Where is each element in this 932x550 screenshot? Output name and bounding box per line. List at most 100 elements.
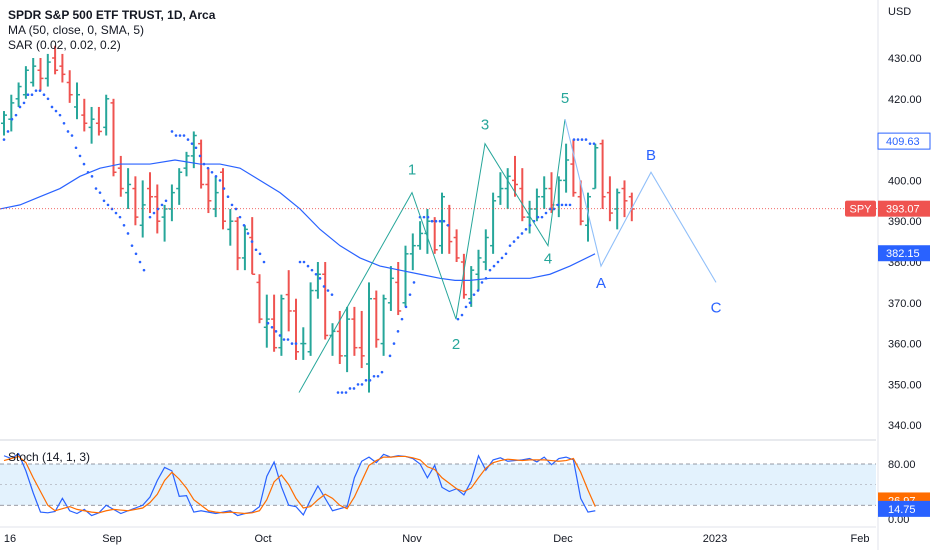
price-tag bbox=[877, 132, 931, 150]
sar-dot bbox=[376, 374, 380, 378]
sar-dot bbox=[194, 146, 198, 150]
sar-dot bbox=[426, 215, 430, 219]
sar-dot bbox=[62, 121, 66, 125]
stoch-value-tag bbox=[878, 500, 930, 517]
sar-dot bbox=[18, 105, 22, 109]
stoch-lines bbox=[3, 452, 596, 517]
sar-dot bbox=[434, 219, 438, 223]
impulse-wave-line[interactable] bbox=[298, 119, 566, 393]
sar-dot bbox=[564, 203, 568, 207]
corrective-wave-line[interactable] bbox=[564, 119, 717, 283]
sar-dot bbox=[302, 260, 306, 264]
sar-dot bbox=[392, 342, 396, 345]
sar-dot bbox=[446, 223, 450, 227]
sar-dot bbox=[38, 89, 42, 92]
sar-dot bbox=[282, 338, 286, 341]
sar-dot bbox=[512, 240, 516, 243]
sar-dot bbox=[438, 219, 442, 223]
sar-dot bbox=[202, 162, 206, 166]
sar-dot bbox=[130, 244, 134, 247]
stoch-line-k bbox=[3, 452, 596, 517]
time-tick-label: Dec bbox=[553, 533, 573, 545]
stoch-legend[interactable]: Stoch (14, 1, 3) bbox=[8, 450, 91, 464]
sar-dot bbox=[314, 272, 318, 276]
price-tick-label: 390.00 bbox=[888, 216, 922, 228]
sar-dot bbox=[238, 215, 242, 219]
sar-dot bbox=[22, 101, 26, 105]
sar-dot bbox=[2, 138, 6, 141]
sar-dot bbox=[422, 215, 426, 219]
sar-dot bbox=[496, 260, 500, 264]
price-tick-label: 400.00 bbox=[888, 175, 922, 187]
wave-label-C: C bbox=[711, 299, 722, 316]
sar-dot bbox=[6, 130, 10, 133]
sar-dot bbox=[404, 305, 408, 309]
sar-dot bbox=[298, 260, 302, 264]
sar-dot bbox=[278, 334, 282, 337]
sar-dot bbox=[540, 215, 544, 219]
sar-dot bbox=[126, 232, 130, 235]
sar-dot bbox=[330, 293, 334, 296]
sar-dot bbox=[516, 236, 520, 239]
sar-dot bbox=[102, 199, 106, 203]
sar-dot bbox=[156, 207, 160, 211]
sar-dot bbox=[230, 203, 234, 207]
ma-line bbox=[0, 159, 596, 281]
sar-dot bbox=[400, 317, 404, 321]
price-tick-label: 420.00 bbox=[888, 94, 922, 106]
sar-dot bbox=[344, 391, 348, 394]
time-tick-label: Feb bbox=[851, 533, 870, 545]
sar-dot bbox=[508, 244, 512, 247]
sar-dot bbox=[94, 187, 98, 190]
sar-dot bbox=[388, 354, 392, 358]
sar-dot bbox=[504, 252, 508, 256]
sar-dot bbox=[584, 138, 588, 141]
sar-dot bbox=[82, 162, 86, 166]
sar-dot bbox=[218, 179, 222, 182]
sar-dot bbox=[66, 130, 70, 133]
stoch-tick-label: 0.00 bbox=[888, 514, 909, 526]
sar-dot bbox=[360, 383, 364, 386]
sar-dot bbox=[98, 191, 102, 194]
sar-dot bbox=[568, 203, 572, 207]
chart-title[interactable]: SPDR S&P 500 ETF TRUST, 1D, Arca bbox=[8, 8, 216, 22]
sar-dot bbox=[560, 203, 564, 207]
time-tick-label: Oct bbox=[254, 533, 271, 545]
sar-dot bbox=[430, 219, 434, 223]
sar-dot bbox=[592, 142, 596, 145]
sar-dot bbox=[408, 293, 412, 296]
sar-dot bbox=[348, 387, 352, 390]
sar-dot bbox=[476, 289, 480, 292]
price-tick-label: 350.00 bbox=[888, 379, 922, 391]
sar-dot bbox=[340, 391, 344, 394]
symbol-tag-text: SPY bbox=[849, 204, 872, 216]
sar-legend[interactable]: SAR (0.02, 0.02, 0.2) bbox=[8, 38, 121, 52]
sar-dot bbox=[488, 268, 492, 272]
price-tick-label: 340.00 bbox=[888, 420, 922, 432]
sar-dot bbox=[464, 305, 468, 309]
sar-dot bbox=[186, 138, 190, 141]
wave-label-5: 5 bbox=[561, 90, 569, 107]
sar-dot bbox=[210, 170, 214, 174]
sar-dot bbox=[576, 138, 580, 141]
sar-dot bbox=[86, 170, 90, 174]
sar-dot bbox=[250, 240, 254, 243]
parabolic-sar bbox=[2, 89, 596, 394]
moving-average bbox=[0, 159, 596, 281]
sar-dot bbox=[206, 166, 210, 170]
ma-legend[interactable]: MA (50, close, 0, SMA, 5) bbox=[8, 23, 145, 37]
sar-dot bbox=[138, 260, 142, 264]
sar-dot bbox=[254, 248, 258, 252]
sar-dot bbox=[134, 252, 138, 256]
price-tick-label: 430.00 bbox=[888, 53, 922, 65]
sar-dot bbox=[114, 211, 118, 215]
sar-dot bbox=[352, 387, 356, 390]
sar-dot bbox=[580, 138, 584, 141]
wave-label-2: 2 bbox=[452, 336, 460, 353]
sar-dot bbox=[26, 93, 30, 97]
elliott-wave-drawing[interactable]: 1 2 3 4 5 A B C bbox=[298, 90, 722, 393]
sar-dot bbox=[118, 215, 122, 219]
axes: USD 340.00 350.00 360.00 370.00 3 80.00 390.00 4… bbox=[4, 6, 922, 545]
wave-label-A: A bbox=[596, 275, 606, 292]
